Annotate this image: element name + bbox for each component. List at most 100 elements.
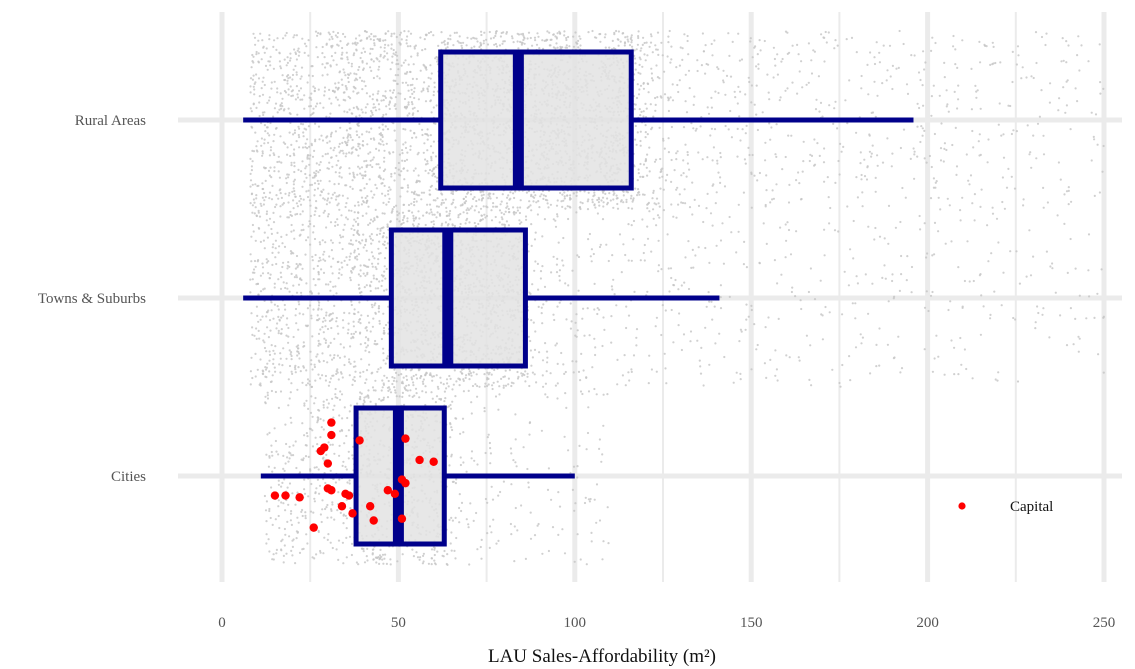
jitter-point [341, 247, 344, 251]
jitter-point [637, 71, 640, 74]
jitter-point [531, 44, 534, 47]
jitter-point [639, 139, 642, 143]
jitter-point [252, 74, 255, 77]
jitter-point [463, 201, 466, 204]
jitter-point [470, 46, 473, 50]
jitter-point [351, 179, 354, 182]
jitter-point [306, 154, 309, 157]
jitter-point [838, 173, 841, 176]
jitter-point [335, 154, 338, 157]
jitter-point [565, 318, 568, 321]
jitter-point [821, 115, 824, 118]
jitter-point [827, 31, 830, 34]
jitter-point [260, 137, 263, 140]
jitter-point [991, 41, 994, 44]
jitter-point [357, 165, 360, 168]
jitter-point [281, 74, 284, 77]
jitter-point [526, 375, 529, 378]
jitter-point [390, 175, 393, 178]
jitter-point [680, 174, 683, 177]
jitter-point [494, 205, 497, 208]
jitter-point [489, 37, 493, 40]
jitter-point [348, 374, 351, 377]
jitter-point [1065, 344, 1069, 347]
jitter-point [859, 151, 862, 154]
jitter-point [409, 148, 412, 151]
jitter-point [490, 209, 493, 212]
jitter-point [931, 370, 935, 373]
jitter-point [765, 174, 768, 177]
jitter-point [459, 41, 462, 45]
jitter-point [554, 47, 557, 50]
jitter-point [624, 36, 627, 39]
jitter-point [514, 190, 517, 193]
jitter-point [266, 132, 269, 135]
jitter-point [263, 247, 266, 250]
jitter-point [540, 193, 543, 196]
jitter-point [558, 279, 561, 282]
jitter-point [736, 127, 739, 130]
jitter-point [402, 216, 405, 219]
jitter-point [339, 343, 342, 346]
jitter-point [441, 193, 444, 196]
jitter-point [639, 175, 642, 178]
jitter-point [389, 188, 392, 191]
jitter-point [289, 154, 292, 158]
jitter-point [696, 339, 699, 342]
jitter-point [815, 98, 818, 101]
jitter-point [904, 196, 907, 199]
jitter-point [325, 226, 328, 229]
jitter-point [371, 98, 374, 101]
jitter-point [736, 102, 739, 105]
jitter-point [669, 267, 673, 270]
jitter-point [939, 147, 943, 150]
jitter-point [813, 164, 816, 167]
jitter-point [384, 43, 387, 46]
jitter-point [307, 39, 310, 42]
jitter-point [646, 54, 649, 57]
jitter-point [383, 240, 386, 243]
jitter-point [378, 280, 381, 283]
jitter-point [261, 93, 265, 96]
jitter-point [397, 168, 400, 171]
jitter-point [278, 176, 281, 179]
jitter-point [406, 45, 409, 48]
jitter-point [374, 109, 378, 112]
jitter-point [1015, 63, 1019, 66]
jitter-point [632, 219, 636, 223]
jitter-point [719, 176, 722, 179]
jitter-point [316, 314, 319, 317]
jitter-point [629, 37, 632, 41]
jitter-point [717, 171, 720, 174]
jitter-point [429, 64, 432, 67]
jitter-point [301, 37, 304, 40]
jitter-point [1098, 43, 1101, 46]
jitter-point [327, 213, 330, 216]
jitter-point [913, 153, 916, 156]
jitter-point [737, 32, 740, 35]
jitter-point [250, 260, 253, 263]
jitter-point [406, 190, 409, 193]
jitter-point [269, 329, 272, 332]
jitter-point [604, 33, 607, 36]
jitter-point [422, 378, 425, 381]
jitter-point [498, 44, 501, 47]
jitter-point [382, 128, 385, 131]
jitter-point [393, 172, 396, 175]
jitter-point [639, 49, 642, 52]
jitter-point [813, 50, 817, 53]
jitter-point [384, 90, 387, 93]
jitter-point [1011, 50, 1014, 54]
jitter-point [326, 73, 329, 76]
jitter-point [434, 175, 437, 178]
jitter-point [954, 63, 957, 66]
jitter-point [859, 333, 862, 336]
jitter-point [781, 57, 784, 61]
jitter-point [298, 146, 301, 149]
jitter-point [639, 130, 642, 133]
jitter-point [423, 81, 426, 84]
jitter-point [315, 355, 318, 358]
jitter-point [381, 140, 384, 143]
jitter-point [255, 214, 258, 217]
jitter-point [281, 242, 284, 245]
